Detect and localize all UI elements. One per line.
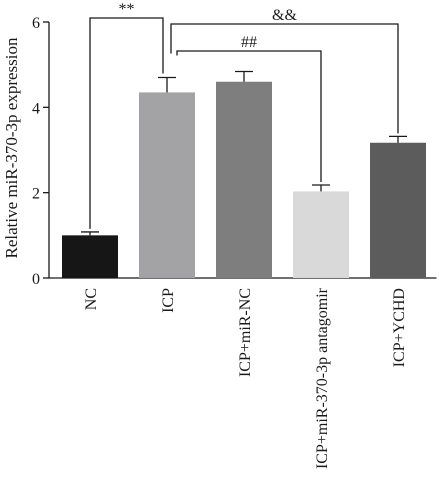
error-bars [81, 70, 407, 236]
significance-brackets: ** && ## [89, 1, 399, 229]
bar [62, 235, 118, 278]
significance-label: ## [241, 34, 257, 51]
significance-bracket [89, 17, 164, 229]
x-tick-label: ICP+miR-370-3p antagomir [314, 287, 331, 469]
significance-bracket [170, 23, 399, 134]
bar [370, 142, 426, 278]
y-tick-label: 0 [32, 271, 40, 288]
y-tick-label: 4 [32, 100, 40, 117]
y-tick-label: 6 [32, 15, 40, 32]
x-tick-label: ICP+miR-NC [237, 288, 254, 377]
y-axis-label: Relative miR-370-3p expression [2, 37, 21, 258]
significance-label: && [272, 7, 297, 24]
bar [139, 92, 195, 279]
bars [62, 81, 426, 279]
bar [293, 191, 349, 278]
y-tick-label: 2 [32, 186, 40, 203]
x-tick-label: ICP [160, 288, 177, 313]
significance-label: ** [119, 1, 135, 18]
x-tick-label: NC [83, 288, 100, 310]
bar [216, 81, 272, 278]
tick-labels: NC ICP ICP+miR-NC ICP+miR-370-3p antagomir I… [83, 287, 408, 469]
x-tick-label: ICP+YCHD [391, 288, 408, 367]
significance-bracket [176, 50, 322, 182]
